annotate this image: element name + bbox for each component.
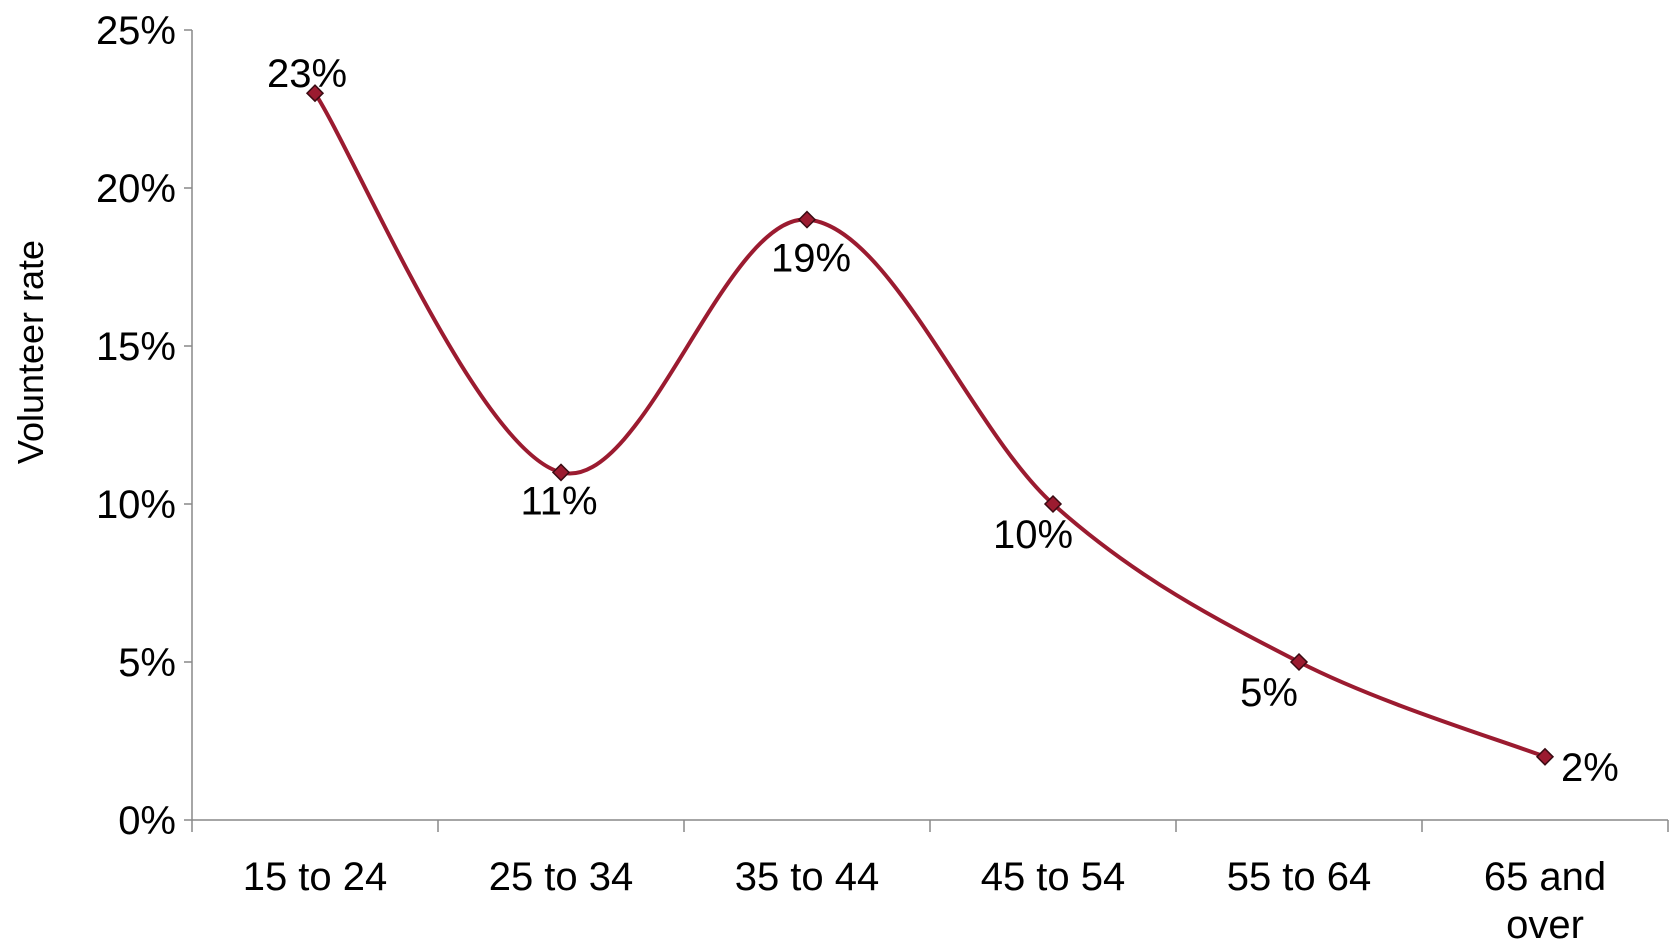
x-axis: 15 to 24 25 to 34 35 to 44 45 to 54 55 to 64… [191, 819, 1669, 947]
data-label: 5% [1240, 671, 1298, 715]
x-tick-label: 55 to 64 [1227, 855, 1372, 899]
data-label: 19% [771, 237, 851, 281]
data-label: 11% [520, 479, 597, 523]
y-tick-label: 15% [96, 325, 176, 369]
y-tick-label: 25% [96, 9, 176, 53]
y-tick-label: 20% [96, 167, 176, 211]
data-point [1289, 652, 1309, 672]
x-tick-label: 65 and over [1484, 855, 1606, 947]
series-line [313, 92, 1546, 759]
x-tick-label: 35 to 44 [735, 855, 880, 899]
data-point [1535, 747, 1555, 766]
data-label: 10% [993, 513, 1073, 557]
y-tick-label: 5% [118, 641, 176, 685]
data-labels: 23% 11% 19% 10% 5% 2% [267, 52, 1619, 790]
data-point [551, 463, 571, 482]
series-layer [305, 84, 1555, 766]
y-tick-label: 10% [96, 483, 176, 527]
data-point [305, 84, 325, 103]
x-tick-label: 45 to 54 [981, 855, 1126, 899]
data-label: 2% [1561, 746, 1619, 790]
y-tick-label: 0% [118, 799, 176, 843]
y-axis-title: Volunteer rate [10, 240, 51, 464]
x-tick-label: 25 to 34 [489, 855, 634, 899]
data-point [797, 210, 817, 229]
data-label: 23% [267, 52, 347, 96]
x-tick-label: 15 to 24 [243, 855, 388, 899]
data-point [1043, 494, 1063, 514]
y-axis: 0% 5% 10% 15% 20% 25% [96, 9, 193, 843]
